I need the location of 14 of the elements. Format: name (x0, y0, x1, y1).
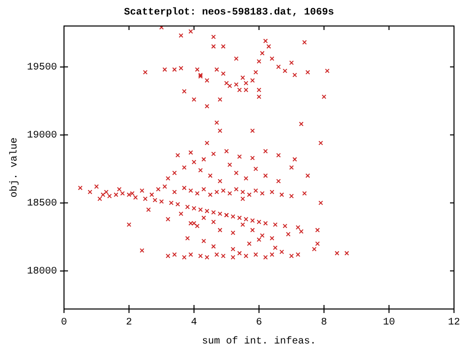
x-tick-label: 12 (448, 318, 460, 329)
x-tick-label: 0 (60, 318, 68, 329)
x-tick-label: 2 (126, 318, 132, 329)
x-tick-label: 4 (190, 318, 198, 329)
y-tick-label: 18500 (26, 198, 58, 210)
y-axis-title: obj. value (8, 137, 21, 198)
x-axis-title: sum of int. infeas. (202, 336, 316, 348)
y-tick-label: 19500 (26, 62, 58, 74)
chart-title: Scatterplot: neos-598183.dat, 1069s (124, 6, 334, 19)
x-tick-label: 10 (382, 318, 396, 329)
x-tick-label: 8 (320, 318, 328, 329)
y-tick-label: 19000 (26, 130, 58, 142)
x-tick-label: 6 (256, 318, 262, 329)
y-tick-label: 18000 (26, 266, 58, 278)
